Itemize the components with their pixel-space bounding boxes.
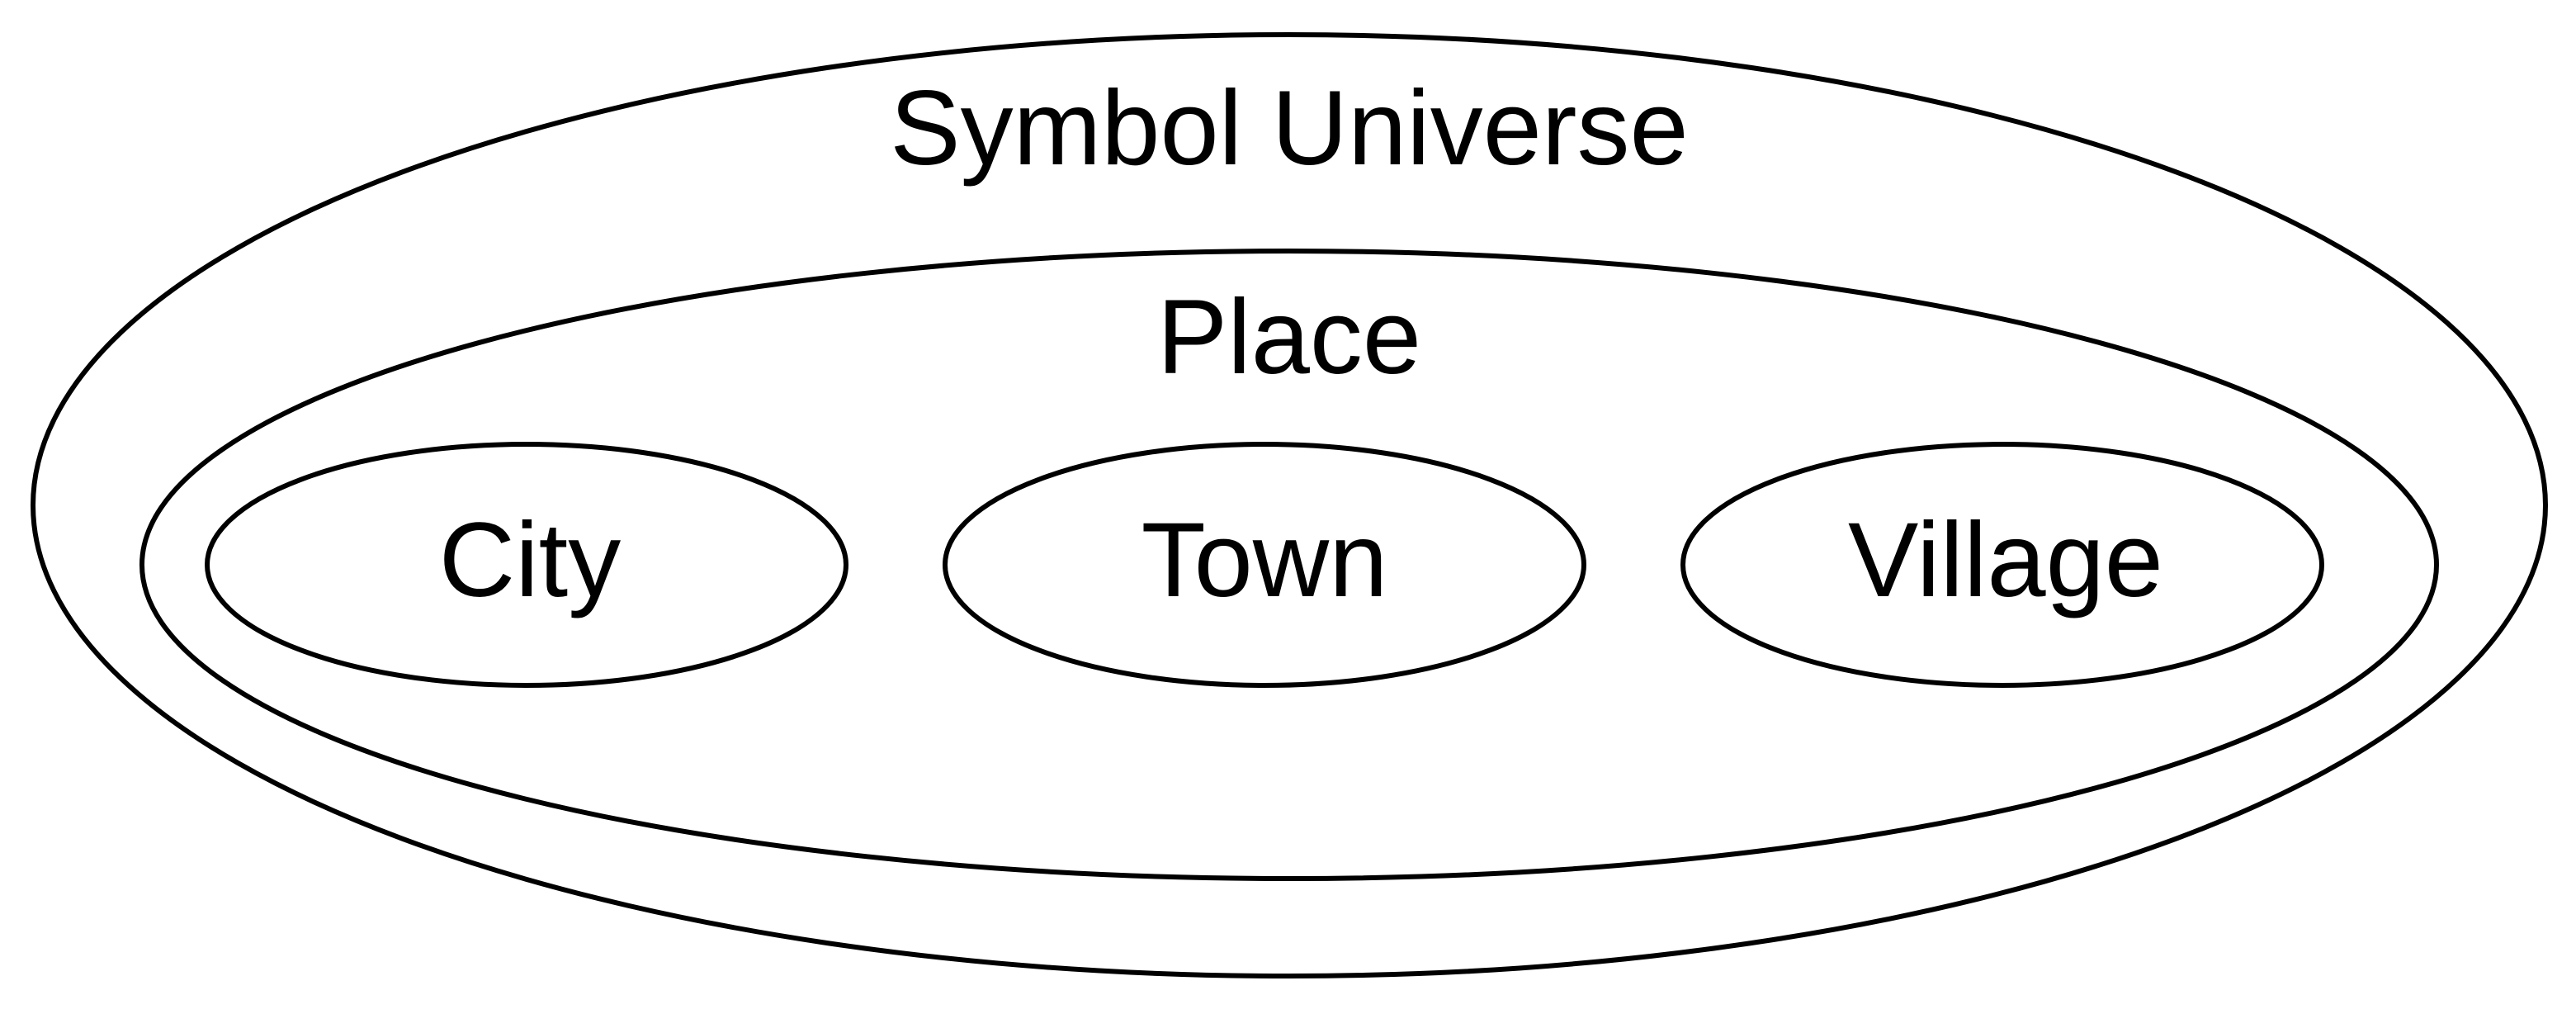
set-city: [205, 442, 848, 688]
set-village: [1680, 442, 2324, 688]
set-symbol-universe-label: Symbol Universe: [890, 69, 1688, 187]
set-symbol-universe: [31, 32, 2548, 978]
set-place-label: Place: [1157, 278, 1421, 396]
set-village-label: Village: [1848, 501, 2163, 619]
set-town-label: Town: [1141, 501, 1388, 619]
set-place: [139, 249, 2439, 881]
set-town: [943, 442, 1586, 688]
set-city-label: City: [439, 501, 621, 619]
